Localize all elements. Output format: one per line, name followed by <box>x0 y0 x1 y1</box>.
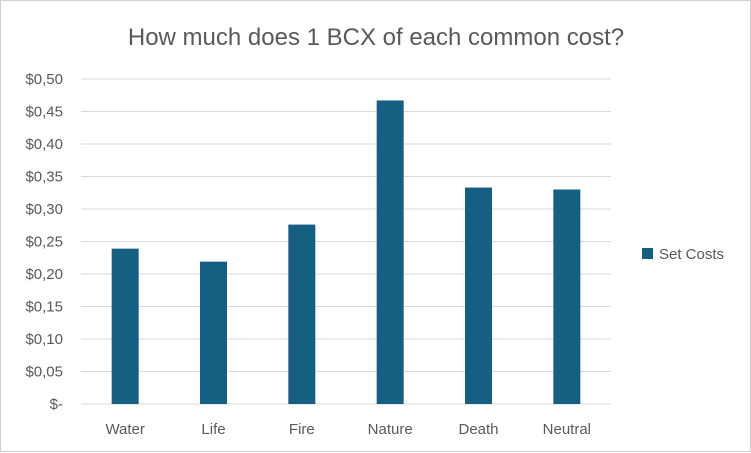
y-tick-label: $0,15 <box>25 299 63 316</box>
y-tick-label: $0,30 <box>25 201 63 218</box>
chart-title: How much does 1 BCX of each common cost? <box>128 24 624 51</box>
y-tick-label: $0,40 <box>25 136 63 153</box>
bar-nature <box>376 100 404 404</box>
y-tick-label: $0,10 <box>25 331 63 348</box>
y-tick-label: $- <box>50 396 63 413</box>
x-tick-label: Fire <box>289 421 315 438</box>
y-tick-label: $0,25 <box>25 234 63 251</box>
x-axis-ticks: Water Life Fire Nature Death Neutral <box>105 421 591 438</box>
bar-life <box>200 261 227 404</box>
bar-fire <box>288 224 316 404</box>
y-axis-ticks: $- $0,05 $0,10 $0,15 $0,20 $0,25 $0,30 $0,35 $0,… <box>25 71 63 413</box>
x-tick-label: Death <box>458 421 498 438</box>
x-tick-label: Nature <box>368 421 413 438</box>
y-tick-label: $0,05 <box>25 364 63 381</box>
x-tick-label: Water <box>105 421 144 438</box>
x-tick-label: Life <box>201 421 225 438</box>
x-tick-label: Neutral <box>543 421 591 438</box>
y-tick-label: $0,35 <box>25 169 63 186</box>
bar-neutral <box>553 189 581 404</box>
bar-death <box>465 187 492 404</box>
y-tick-label: $0,45 <box>25 104 63 121</box>
legend-label: Set Costs <box>659 246 724 263</box>
y-tick-label: $0,20 <box>25 266 63 283</box>
bars <box>111 100 581 404</box>
y-tick-label: $0,50 <box>25 71 63 88</box>
legend-swatch <box>642 248 653 259</box>
legend: Set Costs <box>642 246 724 263</box>
gridlines <box>81 78 611 405</box>
bar-water <box>111 248 139 404</box>
